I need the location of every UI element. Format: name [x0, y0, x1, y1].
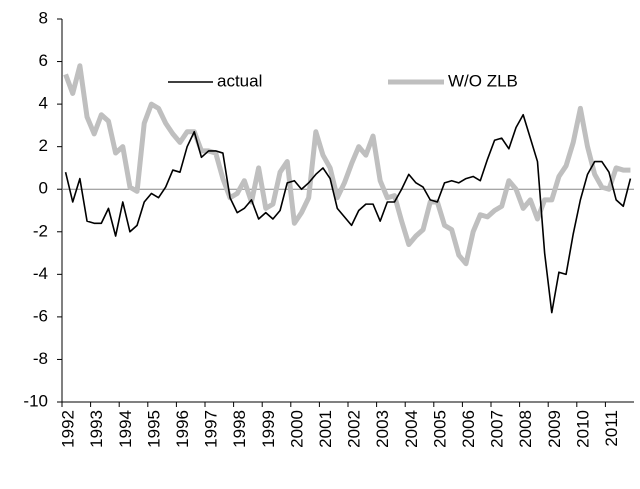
legend-label: actual [217, 71, 262, 90]
x-tick-label: 1999 [259, 410, 278, 448]
y-tick-label: 2 [39, 136, 48, 155]
x-tick-label: 1992 [59, 410, 78, 448]
y-tick-label: 8 [39, 8, 48, 27]
x-tick-label: 2003 [373, 410, 392, 448]
legend-label: W/O ZLB [448, 71, 518, 90]
y-tick-label: -8 [33, 349, 48, 368]
x-tick-label: 2009 [545, 410, 564, 448]
x-tick-label: 2006 [459, 410, 478, 448]
y-tick-label: -6 [33, 306, 48, 325]
series-line [64, 113, 632, 314]
x-tick-label: 2010 [573, 410, 592, 448]
x-tick-label: 1998 [230, 410, 249, 448]
x-tick-label: 2007 [488, 410, 507, 448]
y-tick-label: -10 [23, 391, 48, 410]
x-tick-label: 1994 [116, 410, 135, 448]
x-tick-label: 2002 [345, 410, 364, 448]
x-tick-label: 1995 [144, 410, 163, 448]
y-tick-label: -2 [33, 221, 48, 240]
x-tick-label: 2000 [287, 410, 306, 448]
x-tick-label: 1996 [173, 410, 192, 448]
x-tick-label: 2005 [430, 410, 449, 448]
x-tick-label: 2004 [402, 410, 421, 448]
y-tick-label: 0 [39, 179, 48, 198]
x-tick-label: 1997 [202, 410, 221, 448]
x-tick-label: 1993 [87, 410, 106, 448]
x-tick-label: 2011 [602, 410, 621, 447]
x-tick-label: 2008 [516, 410, 535, 448]
series-line [63, 63, 631, 267]
y-tick-label: 6 [39, 51, 48, 70]
y-tick-label: 4 [39, 94, 48, 113]
y-tick-label: -4 [33, 264, 48, 283]
x-tick-label: 2001 [316, 410, 335, 448]
